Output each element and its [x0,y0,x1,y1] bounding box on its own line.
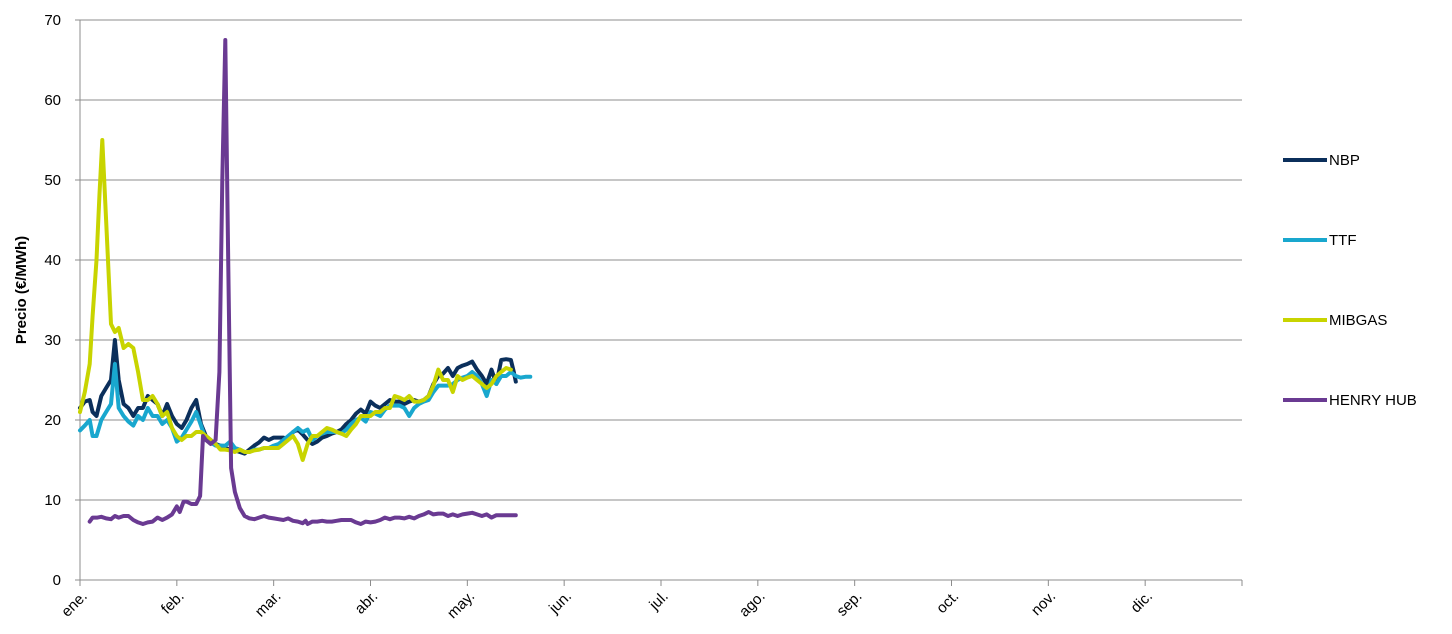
x-tick-label: may. [444,588,478,622]
x-tick-label: jun. [545,588,575,618]
y-tick-label: 50 [44,172,61,189]
x-tick-label: nov. [1028,588,1059,619]
x-tick-label: feb. [158,588,188,618]
legend: NBP TTF MIBGAS HENRY HUB [1283,152,1417,409]
y-tick-label: 40 [44,252,61,269]
legend-label: MIBGAS [1329,312,1387,329]
y-tick-label: 10 [44,492,61,509]
legend-item: NBP [1283,152,1360,169]
series-line-nbp [78,338,518,456]
x-tick-label: dic. [1127,588,1156,617]
y-tick-label: 60 [44,92,61,109]
y-axis-ticks: 0 10 20 30 40 50 60 70 [44,12,80,589]
series-line-henry-hub [87,38,518,526]
y-tick-label: 30 [44,332,61,349]
series-lines [78,38,533,526]
x-tick-label: sep. [833,588,865,620]
x-tick-label: oct. [933,588,962,617]
x-tick-label: ago. [736,588,769,621]
axes [79,20,1242,581]
y-axis-label: Precio (€/MWh) [13,236,30,344]
legend-label: TTF [1329,232,1357,249]
legend-item: TTF [1283,232,1357,249]
legend-item: HENRY HUB [1283,392,1417,409]
x-tick-label: abr. [352,588,382,618]
legend-item: MIBGAS [1283,312,1387,329]
x-tick-label: ene. [58,588,91,621]
y-tick-label: 20 [44,412,61,429]
series-line-mibgas [78,138,513,462]
x-tick-label: mar. [252,588,285,621]
gridlines [80,19,1242,501]
legend-label: NBP [1329,152,1360,169]
x-tick-label: jul. [646,588,672,614]
y-tick-label: 70 [44,12,61,29]
x-axis-ticks: ene. feb. mar. abr. may. jun. jul. ago. sep. oct.… [58,580,1243,622]
legend-label: HENRY HUB [1329,392,1417,409]
y-tick-label: 0 [53,572,61,589]
